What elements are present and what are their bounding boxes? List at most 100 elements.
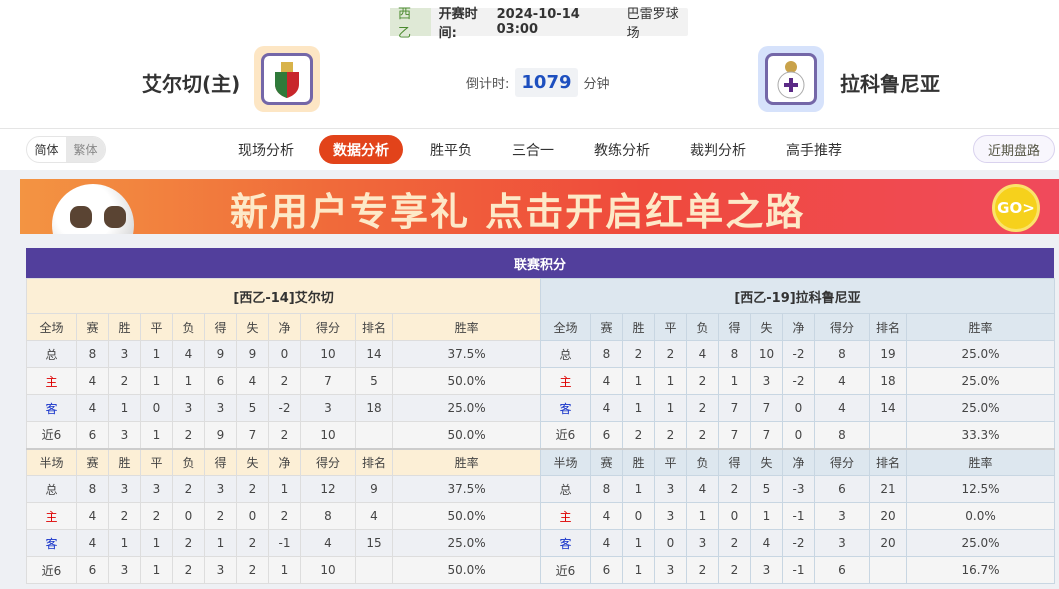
tab-live-analysis[interactable]: 现场分析 [238,142,294,159]
table-cell: 10 [750,340,783,368]
table-cell: 50.0% [391,367,542,395]
table-cell: 2 [108,502,141,530]
tab-referee-analysis[interactable]: 裁判分析 [690,142,746,159]
football-icon [52,184,134,234]
table-cell: 0 [172,502,205,530]
table-cell: 3 [300,394,356,422]
column-header-row: 半场赛胜平负得失净得分 排名 胜率 [26,447,542,476]
team-standing-title: [西乙-14]艾尔切 [25,278,542,314]
row-label: 近6 [540,556,591,584]
lang-traditional[interactable]: 繁体 [66,137,105,162]
table-cell: 3 [654,475,687,503]
away-standings: [西乙-19]拉科鲁尼亚 全场赛胜平负得失净得分 排名 胜率总 8 2 2 4 8 10 -2 8 19… [539,278,1056,584]
table-cell: 14 [355,340,393,368]
table-cell: 4 [300,529,356,557]
table-cell: 0 [654,529,687,557]
banner-text: 新用户专享礼 点击开启红单之路 [230,190,806,234]
table-cell: 25.0% [905,394,1056,422]
table-cell: 9 [355,475,393,503]
table-cell: 25.0% [905,529,1056,557]
column-header: 负 [686,313,719,341]
table-cell: 2 [172,529,205,557]
column-header: 半场 [540,447,591,476]
tab-data-analysis[interactable]: 数据分析 [319,135,403,164]
tab-win-draw-loss[interactable]: 胜平负 [430,142,472,159]
table-cell: 50.0% [391,502,542,530]
table-row: 近6 6 3 1 2 3 2 1 10 50.0% [26,556,542,584]
table-cell: 12 [300,475,356,503]
table-cell: 1 [622,529,655,557]
tab-three-in-one[interactable]: 三合一 [512,142,554,159]
away-team-logo[interactable] [758,46,824,112]
table-cell: 25.0% [391,394,542,422]
language-toggle[interactable]: 简体 繁体 [26,136,106,163]
row-label: 客 [540,394,591,422]
column-header: 得 [718,313,751,341]
table-row: 主 4 2 1 1 6 4 2 7 5 50.0% [26,367,542,395]
table-row: 主 4 1 1 2 1 3 -2 4 18 25.0% [540,367,1056,395]
table-cell: 7 [300,367,356,395]
table-cell: 14 [869,394,907,422]
table-cell: 5 [355,367,393,395]
table-cell: 6 [814,475,870,503]
table-cell: 3 [140,475,173,503]
row-label: 客 [26,394,77,422]
table-cell: -1 [782,556,815,584]
table-cell: 3 [204,475,237,503]
table-cell: 18 [355,394,393,422]
recent-handicap-button[interactable]: 近期盘路 [973,135,1055,163]
table-cell: 1 [622,475,655,503]
table-cell: 2 [686,556,719,584]
column-header: 赛 [590,313,623,341]
table-cell: -2 [782,529,815,557]
league-label[interactable]: 西乙 [390,7,431,41]
table-cell: 2 [686,421,719,449]
home-team-name[interactable]: 艾尔切(主) [142,72,241,96]
column-header: 胜率 [905,313,1056,341]
home-team-logo[interactable] [254,46,320,112]
table-cell: 4 [750,529,783,557]
table-cell: 33.3% [905,421,1056,449]
table-cell: 7 [750,394,783,422]
away-team-name[interactable]: 拉科鲁尼亚 [840,72,940,96]
column-header: 负 [686,447,719,476]
promo-banner[interactable]: 新用户专享礼 点击开启红单之路 GO> [20,179,1059,234]
column-header: 负 [172,447,205,476]
table-cell: 2 [236,475,269,503]
row-label: 近6 [26,421,77,449]
column-header: 平 [654,313,687,341]
column-header: 半场 [26,447,77,476]
table-cell: 1 [108,394,141,422]
table-cell: 9 [204,340,237,368]
column-header: 失 [750,313,783,341]
table-cell: 0.0% [905,502,1056,530]
table-cell [355,556,393,584]
table-cell: 9 [204,421,237,449]
table-row: 客 4 1 0 3 3 5 -2 3 18 25.0% [26,394,542,422]
tab-expert-picks[interactable]: 高手推荐 [786,142,842,159]
table-cell: 2 [172,475,205,503]
table-cell: 15 [355,529,393,557]
table-row: 主 4 2 2 0 2 0 2 8 4 50.0% [26,502,542,530]
table-cell: 4 [236,367,269,395]
go-button[interactable]: GO> [992,184,1040,232]
tab-coach-analysis[interactable]: 教练分析 [594,142,650,159]
column-header: 负 [172,313,205,341]
table-cell: 2 [654,340,687,368]
table-cell: 12.5% [905,475,1056,503]
row-label: 近6 [26,556,77,584]
lang-simplified[interactable]: 简体 [34,143,59,157]
column-header: 净 [782,447,815,476]
row-label: 总 [26,475,77,503]
column-header: 胜 [622,447,655,476]
row-label: 主 [540,367,591,395]
table-cell: 20 [869,502,907,530]
table-cell: 3 [750,367,783,395]
column-header: 胜率 [905,447,1056,476]
table-cell: 4 [814,367,870,395]
table-cell: 4 [172,340,205,368]
table-cell: 21 [869,475,907,503]
table-cell: 1 [140,556,173,584]
table-cell: 0 [236,502,269,530]
kickoff-label: 开赛时间: [438,7,478,41]
